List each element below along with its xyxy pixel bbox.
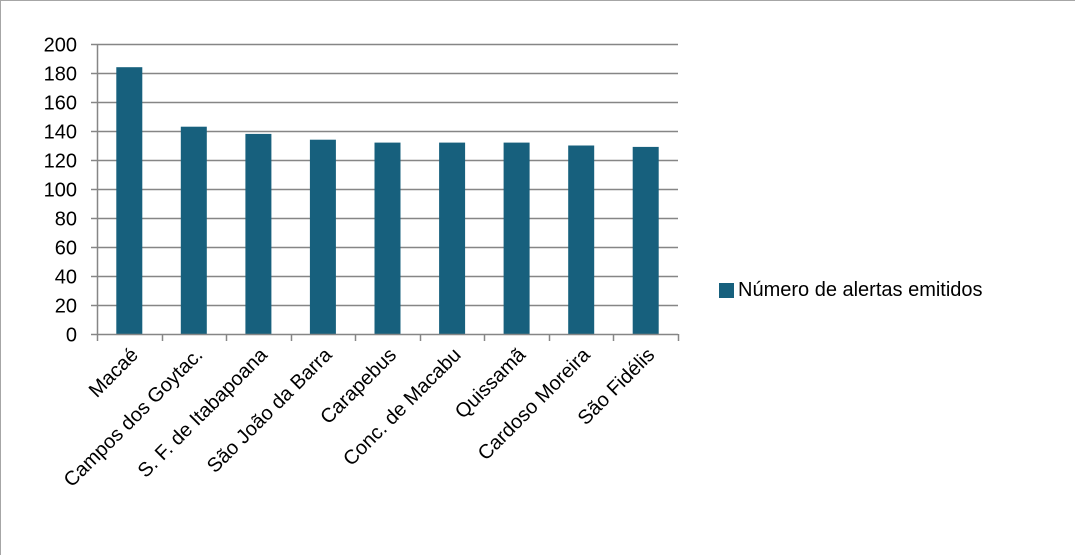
bar: [503, 142, 530, 334]
bar: [180, 126, 207, 334]
y-tick-label: 60: [55, 238, 77, 260]
y-tick-label: 100: [44, 180, 77, 202]
x-tick-label: Macaé: [85, 344, 143, 402]
y-tick-label: 0: [66, 325, 77, 347]
bar: [632, 146, 659, 334]
y-tick-labels: 0 20 40 60 80 100 120 140 160 180 200: [44, 35, 77, 347]
legend: Número de alertas emitidos: [719, 278, 983, 302]
axes: [91, 43, 680, 341]
y-tick-label: 140: [44, 122, 77, 144]
bar: [568, 145, 595, 334]
bars: [116, 67, 659, 334]
bar: [439, 142, 466, 334]
legend-swatch: [719, 282, 734, 298]
y-tick-label: 120: [44, 151, 77, 173]
y-tick-label: 40: [55, 267, 77, 289]
bar: [245, 133, 272, 334]
bar: [309, 139, 336, 334]
x-tick-label: Conc. de Macabu: [339, 344, 465, 470]
y-tick-label: 20: [55, 296, 77, 318]
legend-label: Número de alertas emitidos: [738, 278, 983, 301]
x-tick-label: Cardoso Moreira: [474, 343, 595, 464]
bar: [374, 142, 401, 334]
y-tick-label: 200: [44, 35, 77, 57]
x-tick-label: São João da Barra: [203, 343, 337, 477]
y-tick-label: 80: [55, 209, 77, 231]
y-tick-label: 160: [44, 93, 77, 115]
y-tick-label: 180: [44, 64, 77, 86]
bar: [116, 67, 143, 334]
